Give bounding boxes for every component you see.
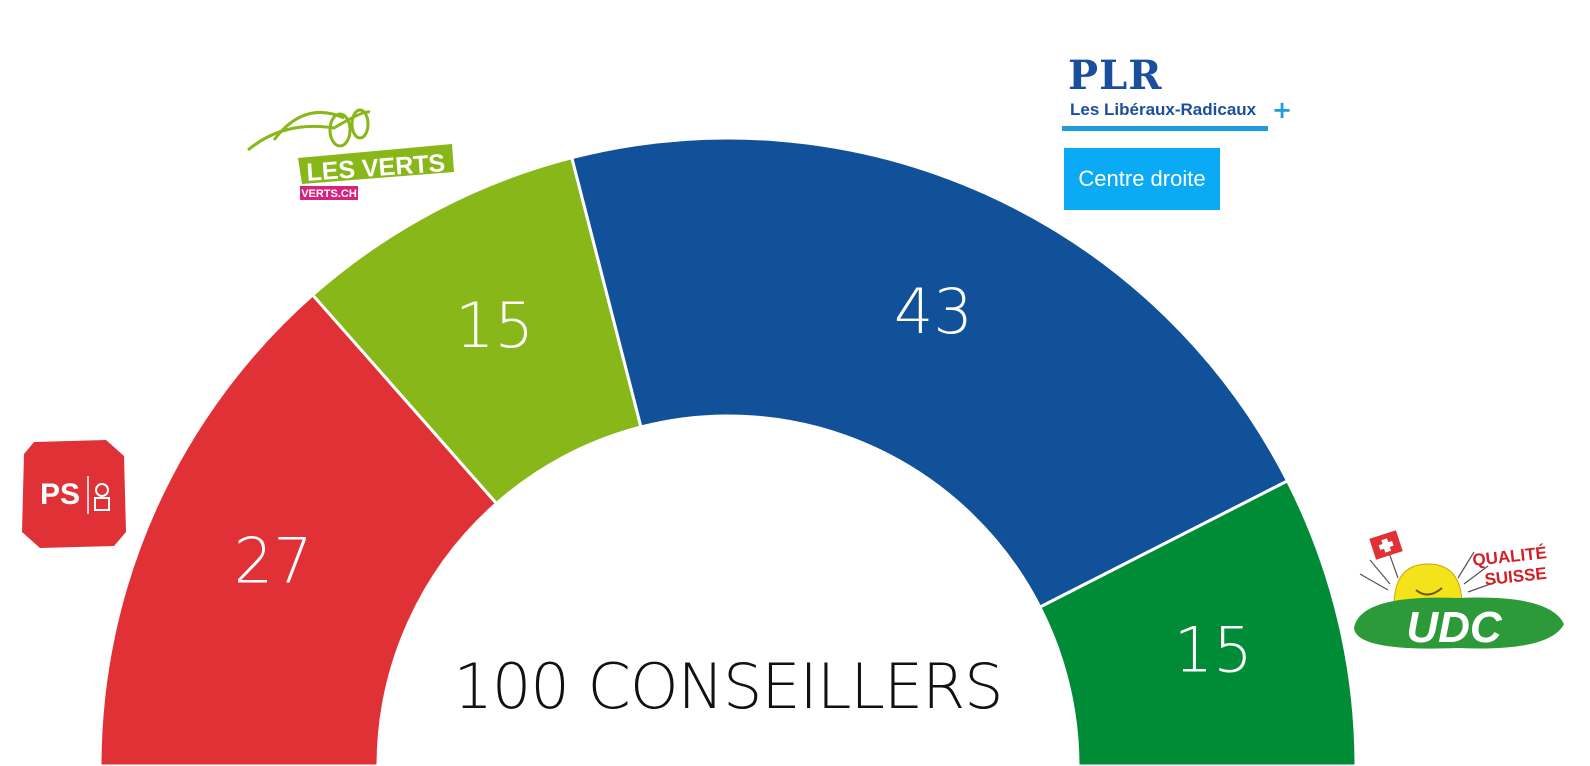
centre-droite-badge: Centre droite xyxy=(1064,148,1220,210)
les-verts-logo: LES VERTS VERTS.CH xyxy=(244,100,456,204)
verts-ch-text: VERTS.CH xyxy=(301,188,357,200)
les-verts-logo-text: LES VERTS xyxy=(306,149,447,187)
seat-count-ps: 27 xyxy=(234,525,313,598)
seat-count-les-verts: 15 xyxy=(455,289,534,362)
plr-plus-icon: + xyxy=(1272,96,1293,124)
udc-logo-text: UDC xyxy=(1406,603,1503,652)
plr-logo-underline xyxy=(1062,126,1268,131)
slice-ps xyxy=(98,292,499,766)
total-seats-label: 100 CONSEILLERS xyxy=(453,650,1002,723)
seat-count-udc: 15 xyxy=(1174,614,1253,687)
ps-logo: PS xyxy=(22,440,126,548)
slice-plr xyxy=(569,136,1290,610)
plr-logo-subtitle: Les Libéraux-Radicaux xyxy=(1070,100,1257,119)
seat-count-plr: 43 xyxy=(894,275,973,348)
ps-logo-text: PS xyxy=(40,478,80,511)
plr-logo: PLR Les Libéraux-Radicaux + xyxy=(1062,52,1302,136)
plr-logo-title: PLR xyxy=(1068,52,1163,99)
udc-logo: QUALITÉ SUISSE UDC xyxy=(1350,530,1566,654)
